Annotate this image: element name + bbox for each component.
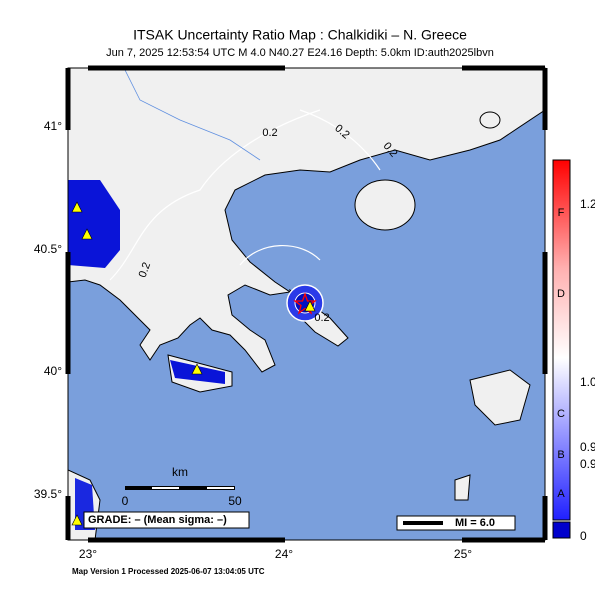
scale-label: 0 [122, 494, 129, 508]
lat-label: 41° [44, 119, 62, 133]
colorbar-label: 0.9 [580, 440, 595, 454]
mi-box [396, 515, 516, 531]
lon-label: 24° [275, 547, 293, 561]
contour-label: 0.2 [137, 261, 154, 279]
station [191, 363, 203, 375]
scale-label: 50 [228, 494, 242, 508]
station [81, 228, 93, 240]
scale-unit: km [172, 465, 188, 479]
grade-letter: D [557, 288, 565, 300]
island [479, 111, 501, 129]
station [304, 300, 316, 312]
grade-box [83, 511, 250, 529]
subtitle: Jun 7, 2025 12:53:54 UTC M 4.0 N40.27 E2… [106, 47, 494, 59]
colorbar-label: 1.0 [580, 375, 595, 389]
grade-letter: B [557, 449, 564, 461]
grade-legend: GRADE: – (Mean sigma: –) [88, 514, 227, 526]
river [123, 68, 261, 161]
uncertainty-patch [68, 180, 120, 268]
mi-legend: MI = 6.0 [455, 517, 495, 529]
lat-label: 40.5° [34, 242, 62, 256]
island [469, 369, 531, 426]
epicenter [293, 292, 317, 315]
mainland [68, 68, 545, 373]
colorbar [552, 159, 571, 521]
scale-bar [125, 486, 235, 490]
colorbar-label: 1.2 [580, 197, 595, 211]
lat-label: 40° [44, 364, 62, 378]
station [71, 201, 83, 213]
contour [109, 109, 381, 281]
scale-bar-segment [152, 487, 179, 489]
lat-label: 39.5° [34, 487, 62, 501]
contour-label: 0.2 [314, 312, 329, 324]
title: ITSAK Uncertainty Ratio Map : Chalkidiki… [133, 27, 467, 43]
lon-label: 23° [79, 547, 97, 561]
frame-ticks [65, 65, 548, 543]
colorbar-label: 0.9 [580, 457, 595, 471]
island [454, 474, 471, 501]
contour-label: 0.2 [262, 127, 277, 139]
lon-label: 25° [454, 547, 472, 561]
grade-letter: F [558, 207, 565, 219]
colorbar-min-box [552, 521, 571, 539]
map-area [68, 68, 545, 540]
grade-letter: A [557, 488, 565, 500]
scale-bar-segment [207, 487, 234, 489]
colorbar-label: 0 [580, 529, 587, 543]
island [354, 179, 416, 231]
grade-letter: C [557, 408, 565, 420]
footer: Map Version 1 Processed 2025-06-07 13:04… [72, 567, 265, 576]
station [71, 514, 83, 526]
